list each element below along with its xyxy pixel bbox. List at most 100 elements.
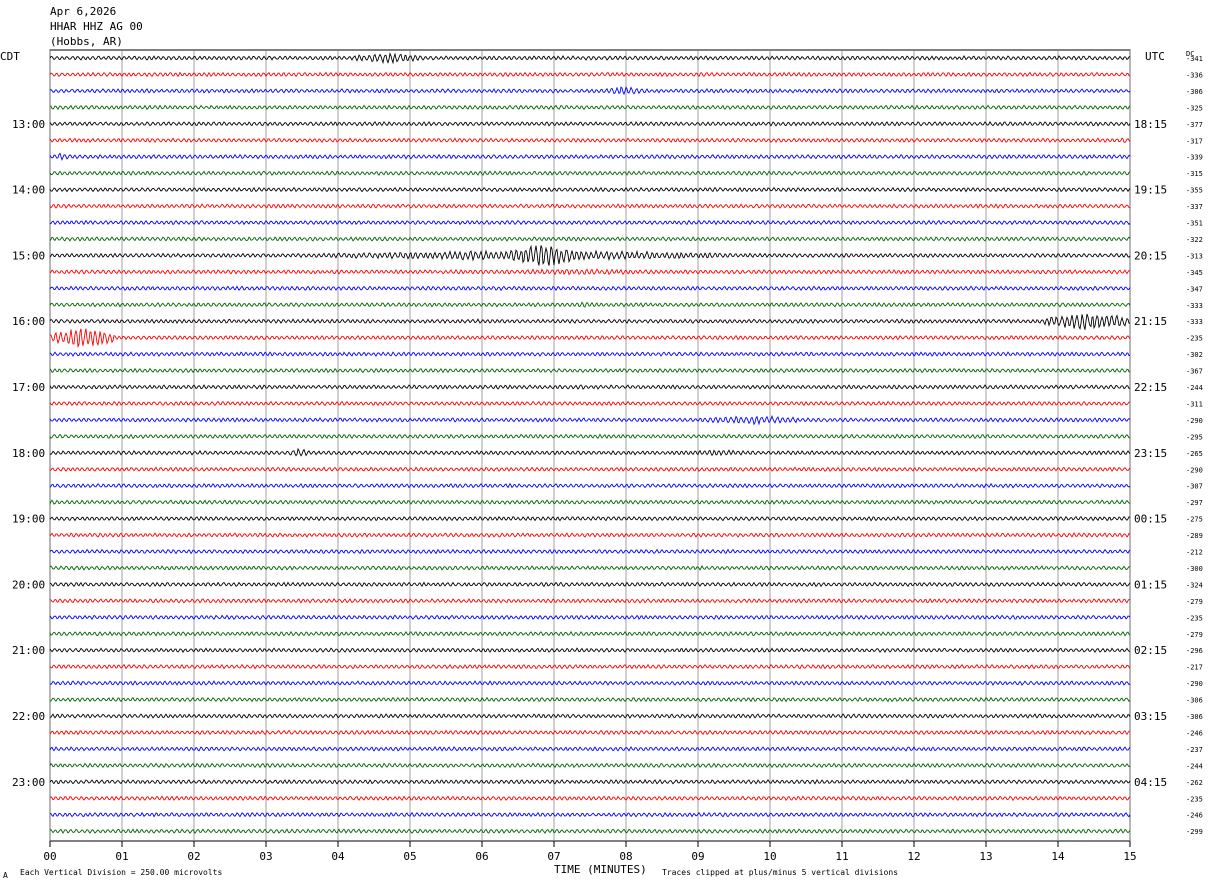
dc-offset-label: -333 <box>1186 318 1203 326</box>
trace-line <box>49 828 1131 834</box>
scale-note: Each Vertical Division = 250.00 microvol… <box>20 868 222 877</box>
x-tick-label: 10 <box>763 850 776 863</box>
trace-line <box>49 614 1131 621</box>
dc-offset-label: -306 <box>1186 713 1203 721</box>
x-tick-label: 02 <box>187 850 200 863</box>
dc-offset-label: -377 <box>1186 121 1203 129</box>
dc-offset-label: -324 <box>1186 581 1203 589</box>
x-tick-label: 04 <box>331 850 345 863</box>
dc-offset-label: -295 <box>1186 433 1203 441</box>
plot-frame <box>49 49 1131 842</box>
dc-offset-label: -217 <box>1186 664 1203 672</box>
dc-offset-label: -315 <box>1186 170 1203 178</box>
trace-line <box>49 663 1131 670</box>
trace-line <box>49 152 1131 162</box>
right-hour-label: 21:15 <box>1134 315 1167 328</box>
trace-line <box>49 137 1131 144</box>
dc-offset-label: -317 <box>1186 137 1203 145</box>
trace-line <box>49 532 1131 538</box>
left-timezone-label: CDT <box>0 50 20 63</box>
left-hour-label: 20:00 <box>12 578 45 591</box>
trace-line <box>49 285 1131 292</box>
right-hour-label: 04:15 <box>1134 776 1167 789</box>
x-tick-label: 12 <box>907 850 920 863</box>
clip-note: Traces clipped at plus/minus 5 vertical … <box>662 868 898 877</box>
dc-offset-label: -265 <box>1186 450 1203 458</box>
trace-line <box>49 696 1131 703</box>
trace-line <box>49 86 1131 96</box>
dc-offset-label: -297 <box>1186 499 1203 507</box>
dc-offset-label: -235 <box>1186 335 1203 343</box>
dc-offset-label: -336 <box>1186 71 1203 79</box>
right-hour-label: 02:15 <box>1134 644 1167 657</box>
dc-offset-label: -279 <box>1186 598 1203 606</box>
dc-header: DC <box>1186 50 1194 58</box>
dc-offset-label: -275 <box>1186 516 1203 524</box>
x-tick-label: 15 <box>1123 850 1136 863</box>
left-hour-labels: 13:00 14:00 15:00 16:00 17:00 18:00 19:00 20:00… <box>12 118 45 789</box>
dc-offset-label: -345 <box>1186 269 1203 277</box>
right-hour-label: 19:15 <box>1134 184 1167 197</box>
trace-line <box>49 203 1131 209</box>
dc-offset-label: -290 <box>1186 417 1203 425</box>
x-tick-label: 13 <box>979 850 992 863</box>
dc-offset-label: -337 <box>1186 203 1203 211</box>
trace-line <box>49 548 1131 555</box>
trace-line <box>49 328 1131 349</box>
trace-line <box>49 762 1131 769</box>
dc-offset-label: -237 <box>1186 746 1203 754</box>
trace-line <box>49 400 1131 407</box>
dc-offset-label: -302 <box>1186 351 1203 359</box>
trace-line <box>49 414 1131 426</box>
header-date: Apr 6,2026 <box>50 5 116 18</box>
trace-line <box>49 466 1131 473</box>
left-hour-label: 13:00 <box>12 118 45 131</box>
right-hour-label: 00:15 <box>1134 513 1167 526</box>
trace-line <box>49 244 1131 266</box>
corner-mark: A <box>3 871 8 880</box>
trace-line <box>49 482 1131 489</box>
trace-line <box>49 186 1131 193</box>
dc-offset-label: -300 <box>1186 565 1203 573</box>
header-location: (Hobbs, AR) <box>50 35 123 48</box>
x-axis-ticks: 00 01 02 03 04 05 06 07 08 09 10 11 12 13 14 15 <box>43 841 1137 863</box>
x-tick-label: 06 <box>475 850 488 863</box>
x-tick-label: 09 <box>691 850 704 863</box>
dc-offset-label: -212 <box>1186 549 1203 557</box>
grid-lines <box>49 50 1131 841</box>
x-tick-label: 03 <box>259 850 272 863</box>
trace-line <box>49 433 1131 440</box>
dc-offset-label: -235 <box>1186 614 1203 622</box>
trace-line <box>49 729 1131 736</box>
dc-offset-label: -355 <box>1186 187 1203 195</box>
dc-offset-label: -289 <box>1186 532 1203 540</box>
dc-offset-label: -262 <box>1186 779 1203 787</box>
header-station: HHAR HHZ AG 00 <box>50 20 143 33</box>
right-hour-label: 23:15 <box>1134 447 1167 460</box>
trace-line <box>49 52 1131 65</box>
x-tick-label: 01 <box>115 850 128 863</box>
trace-line <box>49 795 1131 802</box>
trace-line <box>49 515 1131 522</box>
dc-offset-label: -290 <box>1186 680 1203 688</box>
dc-offset-label: -306 <box>1186 697 1203 705</box>
dc-offset-label: -306 <box>1186 88 1203 96</box>
trace-line <box>49 746 1131 752</box>
dc-offset-label: -246 <box>1186 812 1203 820</box>
trace-line <box>49 499 1131 505</box>
trace-line <box>49 680 1131 686</box>
x-tick-label: 07 <box>547 850 560 863</box>
dc-offset-label: -325 <box>1186 104 1203 112</box>
dc-offset-label: -307 <box>1186 483 1203 491</box>
left-hour-label: 21:00 <box>12 644 45 657</box>
trace-line <box>49 236 1131 242</box>
dc-offset-label: -333 <box>1186 302 1203 310</box>
trace-line <box>49 268 1131 276</box>
trace-line <box>49 581 1131 588</box>
dc-offset-label: -299 <box>1186 828 1203 836</box>
trace-line <box>49 384 1131 390</box>
dc-offset-label: -244 <box>1186 384 1203 392</box>
dc-offset-label: -246 <box>1186 729 1203 737</box>
dc-offset-labels: -341 -336 -306 -325 -377 -317 -339 -315 -355 -337… <box>1186 55 1203 836</box>
